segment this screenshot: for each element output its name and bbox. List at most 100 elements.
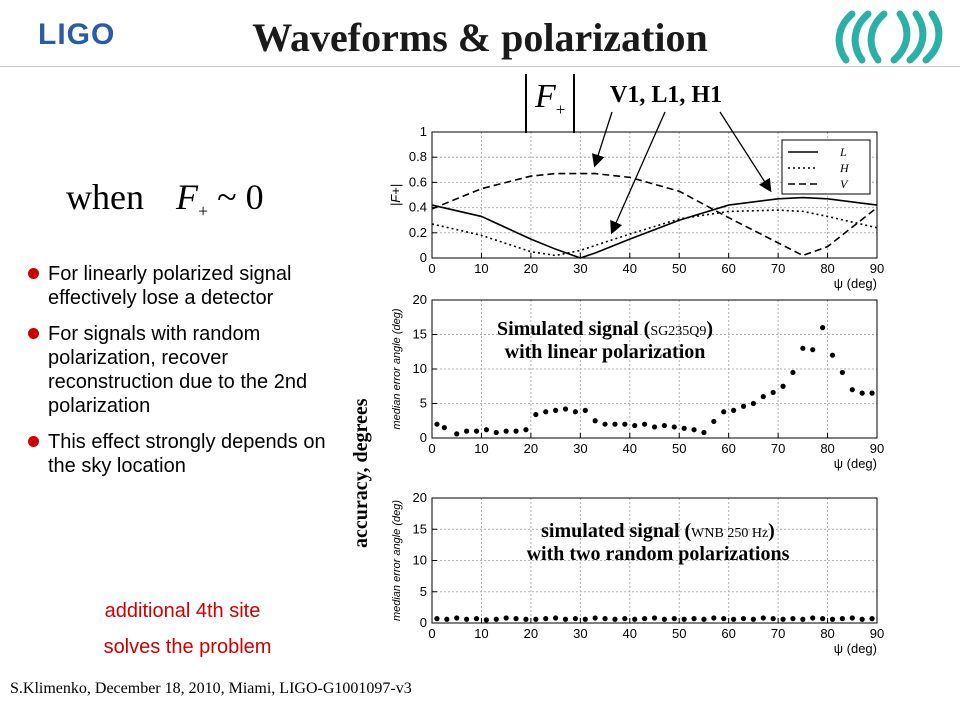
data-point [543, 409, 549, 415]
data-point [810, 347, 816, 353]
note-line-2: solves the problem [103, 636, 272, 658]
y-axis-label: |F+| [388, 184, 403, 206]
bullet-item: This effect strongly depends on the sky … [28, 430, 348, 478]
x-tick-label: 50 [672, 626, 686, 641]
data-point [750, 400, 756, 407]
x-tick-label: 20 [524, 626, 538, 641]
x-tick-label: 60 [721, 441, 735, 456]
data-point [543, 616, 549, 622]
bullet-dot-icon [28, 436, 39, 447]
data-point [582, 616, 588, 622]
data-point [444, 616, 450, 622]
data-point [562, 616, 569, 622]
data-point [513, 616, 519, 622]
x-tick-label: 10 [474, 261, 488, 276]
annotation-random-code: WNB 250 Hz [691, 526, 769, 541]
data-point [642, 616, 648, 622]
x-tick-label: 80 [820, 626, 834, 641]
ligo-logo: LIGO [38, 18, 116, 51]
x-tick-label: 40 [623, 441, 637, 456]
bullet-text: This effect strongly depends on the sky … [48, 431, 326, 477]
y-tick-label: 0 [420, 250, 427, 265]
data-point [483, 427, 489, 433]
data-point [711, 418, 717, 425]
annotation-linear-line2: with linear polarization [504, 341, 706, 363]
legend-box [781, 139, 871, 195]
data-point [721, 409, 727, 415]
x-tick-label: 40 [623, 261, 637, 276]
data-point [671, 616, 677, 622]
bullet-text: For signals with random polarization, re… [48, 323, 308, 417]
y-tick-label: 15 [413, 521, 427, 536]
data-point [612, 421, 618, 427]
formula-sub: + [197, 201, 209, 222]
data-point [473, 428, 480, 434]
annotation-random-line2: with two random polarizations [526, 543, 790, 565]
data-point [464, 428, 470, 434]
data-point [839, 369, 845, 376]
x-tick-label: 0 [428, 626, 435, 641]
x-tick-label: 90 [870, 441, 884, 456]
data-point [642, 421, 648, 427]
data-point [434, 421, 440, 427]
x-tick-label: 30 [573, 626, 587, 641]
series-line-L [431, 196, 878, 259]
data-point [592, 615, 598, 621]
y-tick-label: 0 [420, 430, 427, 445]
data-point [820, 325, 826, 331]
x-tick-label: 10 [474, 441, 488, 456]
data-point [859, 616, 865, 622]
annotation-linear-post: ) [706, 318, 714, 340]
series-line-H [431, 209, 878, 257]
data-point [553, 615, 559, 621]
data-point [800, 345, 806, 351]
legend-label-L: L [839, 145, 847, 159]
data-point [869, 616, 875, 622]
virgo-logo-icon [835, 10, 943, 64]
data-point [553, 407, 559, 413]
formula-when: when F+ ~ 0 [66, 176, 264, 222]
x-tick-label: 80 [820, 261, 834, 276]
header-divider [0, 66, 960, 67]
data-point [493, 429, 499, 436]
data-point [572, 616, 578, 622]
data-point [473, 616, 480, 622]
y-tick-label: 10 [413, 553, 427, 568]
data-point [523, 616, 529, 622]
bullet-dot-icon [28, 328, 39, 339]
data-point [691, 427, 697, 433]
data-point [523, 427, 529, 433]
data-point [790, 369, 796, 376]
y-axis-label: median error angle (deg) [391, 308, 403, 429]
x-tick-label: 60 [721, 261, 735, 276]
data-point [513, 428, 519, 434]
formula-f: F [175, 177, 198, 217]
x-tick-label: 70 [771, 626, 785, 641]
fplus-label: F+ [525, 74, 576, 133]
pointer-arrow [719, 111, 772, 193]
y-tick-label: 5 [420, 584, 427, 599]
data-point [582, 407, 588, 413]
chart-fplus: 0 10 20 30 40 50 60 70 80 90 0 0.2 0.4 0.6 0.8 1 ψ (deg)… [388, 124, 884, 291]
data-point [503, 428, 509, 434]
data-point [711, 615, 717, 621]
data-point [701, 616, 707, 622]
data-point [493, 616, 499, 622]
data-point [464, 616, 470, 622]
x-tick-label: 40 [623, 626, 637, 641]
data-point [800, 616, 806, 622]
x-tick-label: 20 [524, 261, 538, 276]
chart-random: 0 10 20 30 40 50 60 70 80 90 0 5 10 15 20 ψ (deg) median… [391, 490, 884, 656]
x-axis-label: ψ (deg) [834, 456, 877, 471]
annotation-linear: Simulated signal (SG235Q9) with linear p… [440, 318, 770, 364]
x-tick-label: 0 [428, 261, 435, 276]
formula-tail: ~ 0 [217, 177, 264, 217]
data-point [622, 616, 628, 622]
bullet-text: For linearly polarized signal effectivel… [48, 263, 292, 309]
data-point [691, 616, 697, 622]
slide-title: Waveforms & polarization [252, 15, 708, 60]
data-point [454, 431, 460, 437]
data-point [740, 616, 747, 622]
bullet-list: For linearly polarized signal effectivel… [28, 262, 348, 490]
